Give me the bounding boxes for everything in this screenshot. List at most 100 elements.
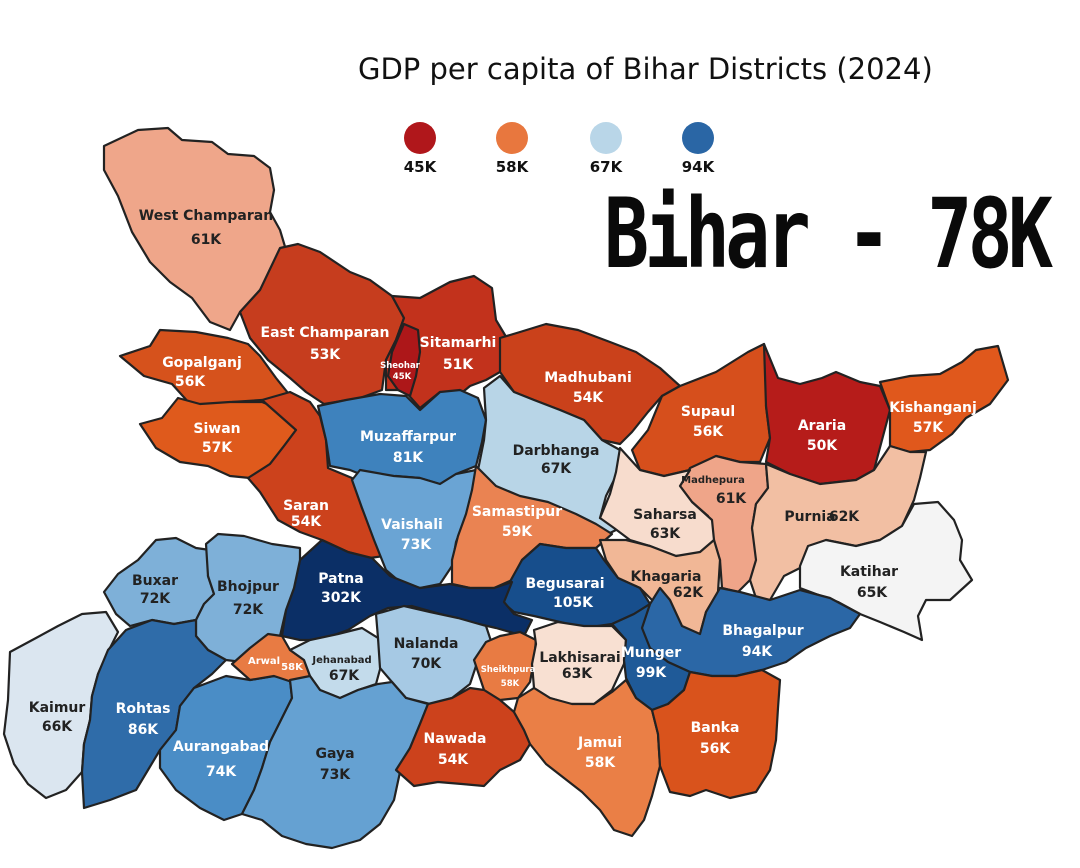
district-label: Kishanganj — [889, 400, 977, 416]
district-label: Saharsa — [633, 507, 697, 523]
district-label: Buxar — [132, 573, 178, 589]
district-east-champaran[interactable] — [238, 242, 406, 406]
district-label: Aurangabad — [173, 739, 269, 755]
district-label: Jehanabad — [311, 655, 371, 666]
legend-item: 94K — [668, 122, 728, 176]
district-label: Madhepura — [681, 475, 745, 486]
legend-label: 58K — [495, 158, 529, 176]
district-label: Nalanda — [394, 636, 459, 652]
district-label: Saran — [283, 498, 329, 514]
district-value: 66K — [42, 719, 73, 735]
district-muzaffarpur[interactable] — [316, 388, 488, 486]
district-value: 99K — [636, 665, 667, 681]
district-label: Rohtas — [116, 701, 171, 717]
district-value: 57K — [913, 420, 944, 436]
district-label: Araria — [798, 418, 846, 434]
district-jamui[interactable] — [512, 678, 662, 838]
district-sheohar[interactable] — [386, 322, 422, 398]
district-label: Muzaffarpur — [360, 429, 456, 445]
legend-swatch — [496, 122, 528, 154]
legend-item: 58K — [482, 122, 542, 176]
district-value: 72K — [233, 602, 264, 618]
district-value: 54K — [438, 752, 469, 768]
district-gaya[interactable] — [240, 674, 430, 850]
district-value: 65K — [857, 585, 888, 601]
district-label: Sitamarhi — [420, 335, 497, 351]
district-label: Katihar — [840, 564, 898, 580]
map-title: GDP per capita of Bihar Districts (2024) — [358, 52, 933, 86]
district-label: West Champaran — [139, 208, 273, 224]
legend-label: 94K — [681, 158, 715, 176]
district-label: Sheohar — [380, 361, 421, 371]
district-value: 63K — [650, 526, 681, 542]
district-nalanda[interactable] — [374, 604, 494, 706]
district-label: Gaya — [315, 746, 354, 762]
district-label: East Champaran — [261, 325, 390, 341]
district-value: 73K — [401, 537, 432, 553]
district-value: 56K — [700, 741, 731, 757]
district-kishanganj[interactable] — [878, 344, 1010, 454]
district-value: 94K — [742, 644, 773, 660]
district-label: Bhojpur — [217, 579, 279, 595]
district-value: 105K — [553, 595, 594, 611]
district-value: 51K — [443, 357, 474, 373]
legend-item: 67K — [576, 122, 636, 176]
district-value: 56K — [693, 424, 724, 440]
district-value: 67K — [541, 461, 572, 477]
district-label: Samastipur — [472, 504, 562, 520]
district-label: Kaimur — [29, 700, 86, 716]
district-value: 63K — [562, 666, 593, 682]
district-value: 72K — [140, 591, 171, 607]
district-value: 70K — [411, 656, 442, 672]
district-banka[interactable] — [650, 668, 782, 800]
district-label: Jamui — [577, 735, 622, 751]
district-araria[interactable] — [762, 342, 892, 486]
state-headline: Bihar - 78K — [604, 178, 1053, 290]
district-value: 67K — [329, 668, 360, 684]
district-label: Lakhisarai — [539, 650, 620, 666]
legend-label: 67K — [589, 158, 623, 176]
legend-item: 45K — [390, 122, 450, 176]
district-value: 53K — [310, 347, 341, 363]
district-value: 50K — [807, 438, 838, 454]
district-value: 54K — [573, 390, 604, 406]
district-value: 62K — [829, 509, 860, 525]
district-label: Nawada — [423, 731, 486, 747]
district-nawada[interactable] — [394, 686, 532, 788]
legend-swatch — [682, 122, 714, 154]
district-label: Gopalganj — [162, 355, 242, 371]
district-value: 58K — [585, 755, 616, 771]
district-label: Patna — [318, 571, 363, 587]
district-value: 58K — [281, 662, 304, 673]
district-label: Darbhanga — [513, 443, 600, 459]
district-value: 54K — [291, 514, 322, 530]
district-label: Munger — [621, 645, 681, 661]
legend: 45K 58K 67K 94K — [390, 122, 730, 182]
district-value: 58K — [501, 679, 520, 689]
district-label: Arwal — [248, 656, 280, 667]
district-label: Vaishali — [381, 517, 443, 533]
district-label: Bhagalpur — [722, 623, 803, 639]
district-value: 59K — [502, 524, 533, 540]
district-label: Siwan — [193, 421, 240, 437]
district-value: 62K — [673, 585, 704, 601]
district-value: 73K — [320, 767, 351, 783]
district-value: 81K — [393, 450, 424, 466]
district-label: Khagaria — [631, 569, 702, 585]
district-value: 57K — [202, 440, 233, 456]
district-label: Banka — [691, 720, 740, 736]
legend-swatch — [590, 122, 622, 154]
district-value: 56K — [175, 374, 206, 390]
district-label: Sheikhpura — [481, 665, 536, 675]
district-label: Purnia — [784, 509, 835, 525]
district-label: Madhubani — [544, 370, 632, 386]
district-label: Begusarai — [525, 576, 604, 592]
legend-label: 45K — [403, 158, 437, 176]
legend-swatch — [404, 122, 436, 154]
district-label: Supaul — [681, 404, 735, 420]
district-value: 74K — [206, 764, 237, 780]
district-value: 45K — [393, 372, 412, 382]
district-value: 61K — [191, 232, 222, 248]
district-value: 302K — [321, 590, 362, 606]
